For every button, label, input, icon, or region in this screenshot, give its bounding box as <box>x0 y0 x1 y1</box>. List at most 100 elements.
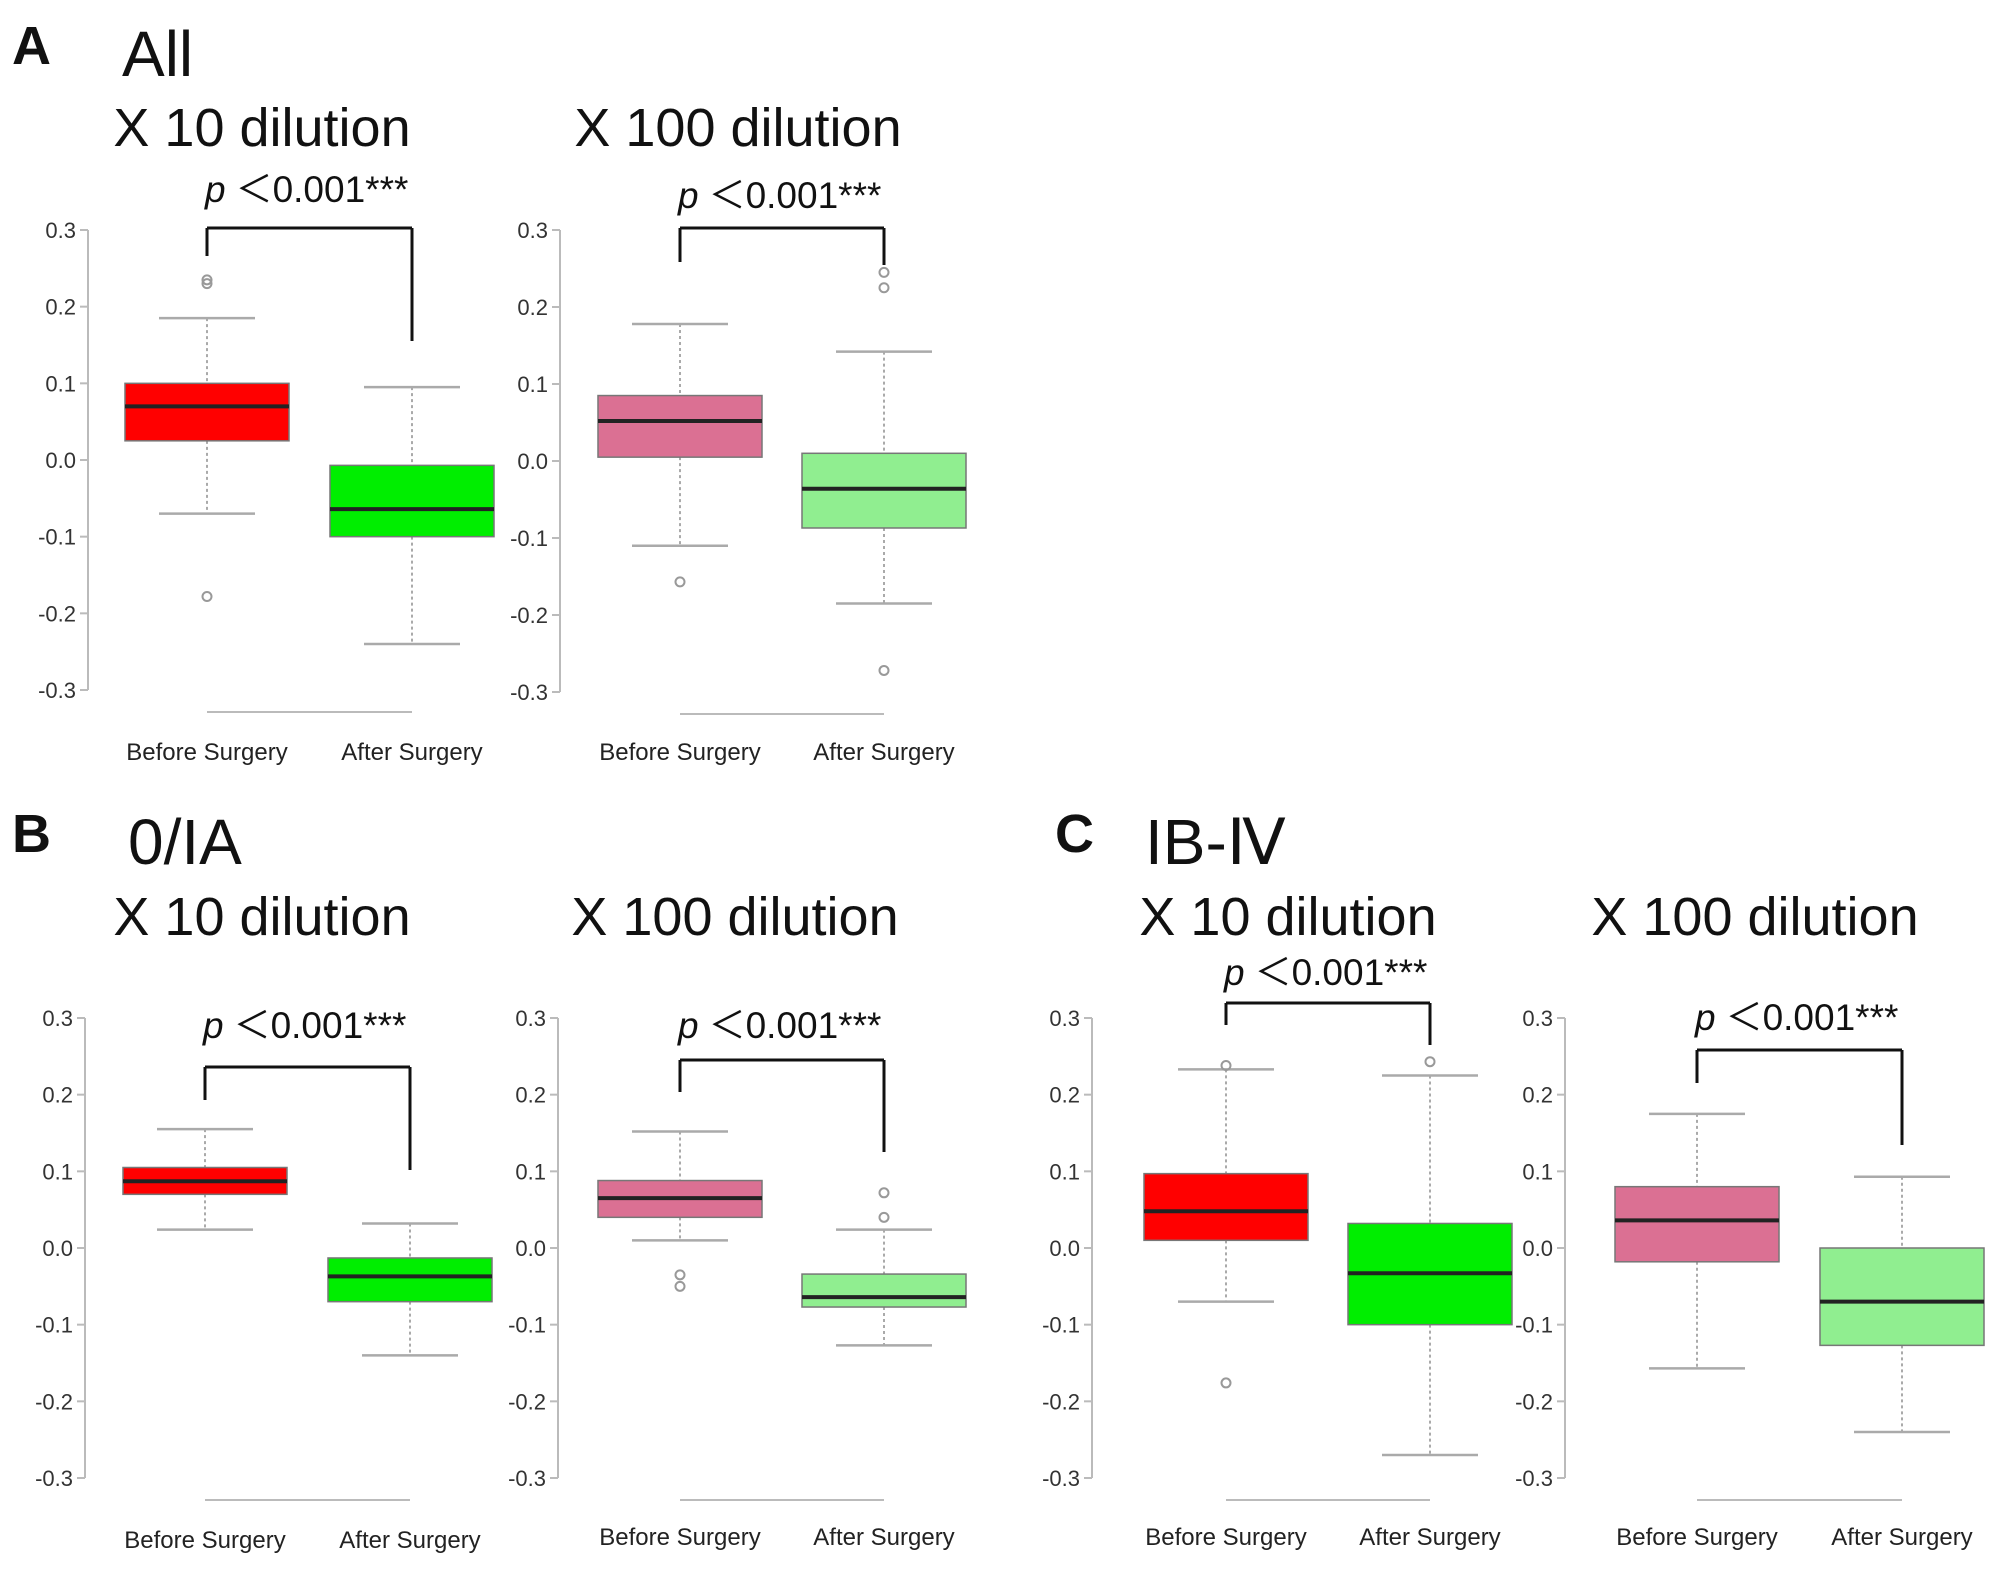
y-tick-label: 0.2 <box>517 295 548 320</box>
y-tick-label: -0.3 <box>38 678 76 703</box>
boxplot-a-x100: X 100 dilution 0.3 0.2 0.1 0.0 -0.1 -0.2 -0.3 Be… <box>510 98 967 766</box>
box-after-surgery <box>1819 1175 1985 1434</box>
outlier-point <box>1424 1056 1436 1068</box>
box-after-surgery <box>801 1187 967 1347</box>
box-after-surgery <box>327 1222 493 1357</box>
p-value-annotation: p ＜0.001*** <box>677 175 881 216</box>
y-tick-label: 0.0 <box>42 1236 73 1261</box>
p-value: ＜0.001*** <box>1255 952 1428 993</box>
y-tick-label: 0.3 <box>45 218 76 243</box>
iqr-box <box>597 394 763 458</box>
outlier-point <box>1220 1377 1232 1389</box>
y-tick-label: 0.0 <box>1522 1236 1553 1261</box>
box-before-surgery <box>1143 1060 1309 1389</box>
y-tick-label: -0.1 <box>1042 1313 1080 1338</box>
y-tick-label: -0.3 <box>510 680 548 705</box>
y-tick-label: -0.2 <box>1042 1389 1080 1414</box>
y-tick-label: -0.1 <box>38 525 76 550</box>
y-tick-label: -0.1 <box>508 1313 546 1338</box>
plot-title: X 100 dilution <box>571 887 898 947</box>
outlier-point <box>878 266 890 278</box>
p-value-annotation: p ＜0.001*** <box>202 1005 406 1046</box>
group-title-ib-iv: IB-Ⅳ <box>1145 806 1286 878</box>
p-symbol: p <box>1223 952 1245 993</box>
category-label: Before Surgery <box>1616 1524 1777 1551</box>
y-tick-label: 0.3 <box>42 1006 73 1031</box>
boxplot-a-x10: X 10 dilution 0.3 0.2 0.1 0.0 -0.1 -0.2 -0.3 Bef… <box>38 98 495 766</box>
y-tick-label: -0.2 <box>38 601 76 626</box>
box-before-surgery <box>597 1130 763 1292</box>
outlier-point <box>878 664 890 676</box>
y-tick-label: 0.0 <box>517 449 548 474</box>
p-symbol: p <box>677 175 699 216</box>
group-title-0-ia: 0/IA <box>128 806 242 878</box>
y-tick-label: 0.1 <box>45 371 76 396</box>
y-tick-label: 0.3 <box>1522 1006 1553 1031</box>
y-tick-label: 0.0 <box>515 1236 546 1261</box>
p-symbol: p <box>204 169 226 210</box>
y-tick-label: -0.1 <box>1515 1313 1553 1338</box>
boxplot-panels: X 10 dilution 0.3 0.2 0.1 0.0 -0.1 -0.2 -0.3 Bef… <box>35 98 1985 1554</box>
y-tick-label: -0.2 <box>510 603 548 628</box>
y-tick-label: -0.3 <box>35 1466 73 1491</box>
outlier-point <box>201 278 213 290</box>
p-symbol: p <box>1694 997 1716 1038</box>
outlier-point <box>1220 1060 1232 1072</box>
p-symbol: p <box>677 1005 699 1046</box>
y-tick-label: 0.1 <box>42 1159 73 1184</box>
outlier-point <box>878 282 890 294</box>
category-label: After Surgery <box>1831 1524 1972 1551</box>
category-label: Before Surgery <box>599 1524 760 1551</box>
y-tick-label: -0.3 <box>1042 1466 1080 1491</box>
p-value: ＜0.001*** <box>234 1005 407 1046</box>
y-tick-label: 0.2 <box>515 1083 546 1108</box>
outlier-point <box>674 576 686 588</box>
y-tick-label: -0.2 <box>508 1389 546 1414</box>
panel-letter-b: B <box>12 804 51 864</box>
y-tick-label: 0.3 <box>517 218 548 243</box>
p-value: ＜0.001*** <box>709 1005 882 1046</box>
boxplot-c-x10: X 10 dilution 0.3 0.2 0.1 0.0 -0.1 -0.2 -0.3 Bef… <box>1042 887 1513 1551</box>
panel-letter-a: A <box>12 16 51 76</box>
y-tick-label: 0.1 <box>1049 1159 1080 1184</box>
boxplot-c-x100: X 100 dilution 0.3 0.2 0.1 0.0 -0.1 -0.2 -0.3 Be… <box>1515 887 1985 1551</box>
plot-title: X 100 dilution <box>1591 887 1918 947</box>
y-tick-label: 0.2 <box>1049 1083 1080 1108</box>
category-label: After Surgery <box>1359 1524 1500 1551</box>
outlier-point <box>201 590 213 602</box>
y-tick-label: 0.0 <box>1049 1236 1080 1261</box>
iqr-box <box>327 1257 493 1303</box>
iqr-box <box>1819 1247 1985 1347</box>
category-label: Before Surgery <box>124 1527 285 1554</box>
y-tick-label: -0.1 <box>510 526 548 551</box>
outlier-point <box>674 1269 686 1281</box>
outlier-point <box>201 274 213 286</box>
outlier-point <box>878 1187 890 1199</box>
category-label: After Surgery <box>813 739 954 766</box>
box-after-surgery <box>1347 1056 1513 1457</box>
p-value-annotation: p ＜0.001*** <box>204 169 408 210</box>
iqr-box <box>1614 1185 1780 1263</box>
p-symbol: p <box>202 1005 224 1046</box>
y-tick-label: 0.1 <box>517 372 548 397</box>
outlier-point <box>674 1280 686 1292</box>
y-tick-label: 0.2 <box>45 295 76 320</box>
p-value: ＜0.001*** <box>236 169 409 210</box>
boxplot-b-x10: X 10 dilution 0.3 0.2 0.1 0.0 -0.1 -0.2 -0.3 Bef… <box>35 887 493 1554</box>
category-label: Before Surgery <box>1145 1524 1306 1551</box>
y-tick-label: -0.3 <box>508 1466 546 1491</box>
p-value-annotation: p ＜0.001*** <box>677 1005 881 1046</box>
plot-title: X 10 dilution <box>113 887 410 947</box>
category-label: After Surgery <box>339 1527 480 1554</box>
group-title-all: All <box>122 18 193 90</box>
y-tick-label: -0.2 <box>35 1389 73 1414</box>
category-label: After Surgery <box>341 739 482 766</box>
box-after-surgery <box>329 385 495 646</box>
iqr-box <box>329 464 495 538</box>
plot-title: X 10 dilution <box>113 98 410 158</box>
p-value: ＜0.001*** <box>709 175 882 216</box>
y-tick-label: 0.3 <box>1049 1006 1080 1031</box>
outlier-point <box>878 1211 890 1223</box>
p-value-annotation: p ＜0.001*** <box>1694 997 1898 1038</box>
iqr-box <box>1143 1172 1309 1242</box>
